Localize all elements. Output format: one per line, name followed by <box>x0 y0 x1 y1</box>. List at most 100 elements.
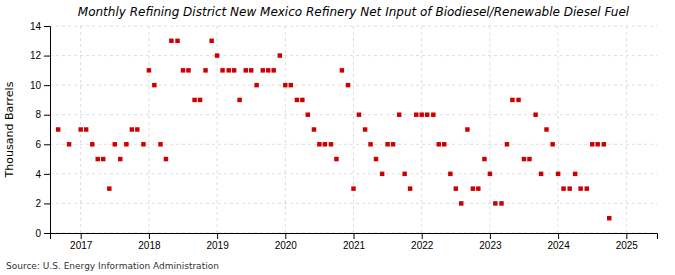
grid-line <box>285 26 286 233</box>
point <box>152 83 156 87</box>
tick: 2020 <box>275 233 298 251</box>
tick-label: 12 <box>30 50 42 61</box>
tick: 12 <box>30 50 50 61</box>
point <box>510 98 514 102</box>
plot-area: 2017201820192020202120222023202420250246… <box>30 21 658 251</box>
grid-line <box>489 26 490 233</box>
point <box>590 142 594 146</box>
point <box>135 127 139 131</box>
point <box>107 186 111 190</box>
point <box>397 112 401 116</box>
point <box>209 39 213 43</box>
point <box>516 98 520 102</box>
point <box>289 83 293 87</box>
point <box>357 112 361 116</box>
point <box>578 186 582 190</box>
point <box>607 216 611 220</box>
grid-line <box>626 26 627 233</box>
title: Monthly Refining District New Mexico Ref… <box>78 5 630 19</box>
grid-line <box>558 26 559 233</box>
point <box>215 53 219 57</box>
grid-line <box>50 173 657 174</box>
tick: 2018 <box>138 233 161 251</box>
grid-line <box>148 26 149 233</box>
tick-label: 2022 <box>411 240 434 251</box>
point <box>186 68 190 72</box>
tick: 2025 <box>616 233 639 251</box>
tick-mark <box>44 26 50 27</box>
point <box>419 112 423 116</box>
tick-mark <box>558 233 559 239</box>
tick-mark <box>285 233 286 239</box>
tick-mark <box>81 233 82 239</box>
tick-mark <box>490 233 491 239</box>
tick-label: 14 <box>30 21 42 32</box>
point <box>385 142 389 146</box>
tick: 0 <box>35 228 50 239</box>
grid-line <box>50 203 657 204</box>
tick: 2023 <box>479 233 502 251</box>
point <box>368 142 372 146</box>
point <box>459 201 463 205</box>
tick-label: 2025 <box>616 240 639 251</box>
point <box>198 98 202 102</box>
point <box>499 201 503 205</box>
point <box>266 68 270 72</box>
point <box>351 186 355 190</box>
tick-label: 2017 <box>70 240 93 251</box>
tick-label: 2020 <box>275 240 298 251</box>
point <box>271 68 275 72</box>
point <box>169 39 173 43</box>
point <box>527 157 531 161</box>
tick: 8 <box>35 109 50 120</box>
grid-line <box>421 26 422 233</box>
point <box>544 127 548 131</box>
point <box>380 172 384 176</box>
point <box>237 98 241 102</box>
grid-line <box>50 114 657 115</box>
tick-mark <box>44 174 50 175</box>
axis-line <box>51 234 658 240</box>
point <box>533 112 537 116</box>
tick-mark <box>44 85 50 86</box>
point <box>539 172 543 176</box>
point <box>78 127 82 131</box>
point <box>488 172 492 176</box>
point <box>147 68 151 72</box>
tick: 2019 <box>206 233 229 251</box>
point <box>340 68 344 72</box>
tick: 10 <box>30 80 50 91</box>
point <box>408 186 412 190</box>
tick-mark <box>422 233 423 239</box>
point <box>448 172 452 176</box>
tick-label: 0 <box>35 228 41 239</box>
point <box>192 98 196 102</box>
tick-label: 2021 <box>343 240 366 251</box>
point <box>226 68 230 72</box>
tick-label: 2019 <box>206 240 229 251</box>
tick: 6 <box>35 139 50 150</box>
tick-label: 8 <box>35 109 41 120</box>
tick-mark <box>149 233 150 239</box>
point <box>101 157 105 161</box>
tick-mark <box>44 233 50 234</box>
point <box>300 98 304 102</box>
point <box>505 142 509 146</box>
point <box>402 172 406 176</box>
point <box>261 68 265 72</box>
tick-label: 4 <box>35 169 41 180</box>
point <box>493 201 497 205</box>
point <box>84 127 88 131</box>
point <box>113 142 117 146</box>
tick-mark <box>217 233 218 239</box>
point <box>329 142 333 146</box>
point <box>595 142 599 146</box>
point <box>141 142 145 146</box>
tick: 2017 <box>70 233 93 251</box>
point <box>471 186 475 190</box>
point <box>465 127 469 131</box>
tick-label: 2023 <box>479 240 502 251</box>
point <box>442 142 446 146</box>
grid <box>50 26 657 233</box>
point <box>391 142 395 146</box>
